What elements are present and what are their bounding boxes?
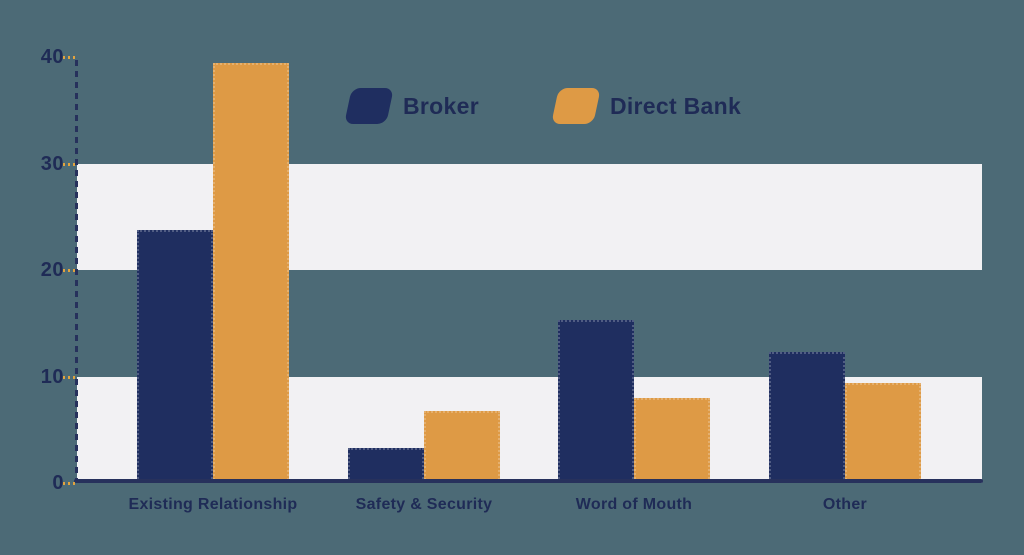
x-category-label-word-of-mouth: Word of Mouth	[575, 496, 693, 513]
y-tick-dash-40	[63, 56, 77, 59]
bar-broker-word-of-mouth	[558, 320, 634, 483]
legend-item-direct-bank: Direct Bank	[551, 88, 742, 124]
x-category-label-safety-security: Safety & Security	[355, 496, 493, 513]
bar-direct-bank-other	[845, 382, 921, 483]
y-tick-dash-0	[63, 482, 77, 485]
bar-broker-safety-security	[348, 447, 424, 483]
bar-direct-bank-safety-security	[424, 410, 500, 483]
legend-item-broker: Broker	[344, 88, 479, 124]
x-category-label-existing-relationship: Existing Relationship	[128, 496, 298, 513]
x-axis-line	[74, 479, 983, 483]
legend: Broker Direct Bank	[344, 88, 742, 124]
bar-broker-other	[769, 352, 845, 483]
legend-label-broker: Broker	[403, 92, 479, 119]
y-tick-dash-20	[63, 269, 77, 272]
bar-direct-bank-existing-relationship	[213, 63, 289, 483]
y-tick-label-0: 0	[52, 472, 64, 494]
legend-label-direct-bank: Direct Bank	[609, 92, 742, 119]
y-tick-dash-10	[63, 375, 77, 379]
y-tick-label-40: 40	[40, 46, 64, 68]
legend-swatch-broker	[344, 88, 394, 124]
y-tick-label-30: 30	[40, 152, 64, 175]
bar-broker-existing-relationship	[137, 229, 213, 483]
legend-swatch-direct-bank	[551, 88, 601, 124]
bar-direct-bank-word-of-mouth	[634, 397, 710, 483]
x-category-label-other: Other	[822, 496, 868, 513]
y-tick-dash-30	[63, 162, 77, 166]
y-tick-label-10: 10	[40, 365, 64, 388]
y-tick-label-20: 20	[40, 259, 64, 281]
